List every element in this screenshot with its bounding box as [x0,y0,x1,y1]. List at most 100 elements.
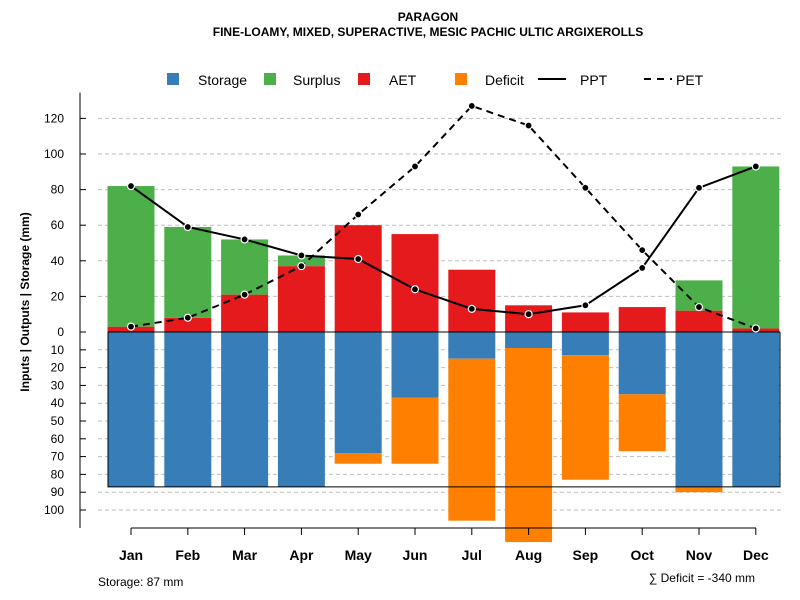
y-tick-label: 20 [51,361,65,375]
bars [107,166,781,543]
x-tick-label-aug: Aug [515,547,542,563]
y-tick-label: 30 [51,378,65,392]
storage-bar [675,332,723,487]
x-tick-label-jun: Jun [403,547,428,563]
storage-bar [391,332,439,398]
y-tick-label: 100 [44,503,64,517]
chart-subtitle: FINE-LOAMY, MIXED, SUPERACTIVE, MESIC PA… [213,25,643,39]
deficit-bar [334,453,382,464]
legend-label-aet: AET [389,72,417,88]
ppt-point [467,304,476,313]
x-tick-label-may: May [345,547,372,563]
legend-label-pet: PET [676,72,704,88]
legend-swatch-storage [167,73,179,85]
pet-point [467,101,476,111]
aet-bar [334,225,382,332]
x-tick-label-mar: Mar [232,547,257,563]
x-tick-label-jul: Jul [462,547,482,563]
y-tick-label: 50 [51,414,65,428]
y-tick-label: 80 [51,183,65,197]
pet-point [183,313,192,322]
aet-bar [618,307,666,332]
x-tick-label-oct: Oct [631,547,655,563]
pet-point [410,162,420,171]
storage-bar [277,332,325,487]
x-tick-label-jan: Jan [119,547,143,563]
y-tick-label: 40 [51,396,65,410]
deficit-bar [505,348,553,543]
pet-point [524,121,533,130]
pet-point [751,324,760,333]
aet-bar [675,310,723,332]
deficit-bar [391,397,439,464]
surplus-bar [107,186,155,327]
aet-bar [448,269,496,332]
footer-deficit: ∑ Deficit = -340 mm [649,571,755,585]
deficit-bar [618,394,666,452]
ppt-point [694,183,704,192]
storage-bar [334,332,382,454]
legend-label-ppt: PPT [580,72,608,88]
legend-swatch-deficit [455,73,467,85]
y-tick-label: 20 [51,289,65,303]
legend-label-surplus: Surplus [293,72,340,88]
chart-title: PARAGON [398,10,458,24]
legend-label-storage: Storage [198,72,247,88]
y-tick-label: 120 [44,111,64,125]
surplus-bar [732,166,780,329]
gridlines [98,117,782,511]
storage-bar [561,332,609,356]
pet-point [126,322,136,331]
aet-bar [221,294,269,332]
y-tick-label: 60 [51,218,65,232]
aet-bar [561,312,609,332]
pet-point [694,302,704,312]
storage-capacity-outline [107,332,781,488]
storage-bar [448,332,496,359]
ppt-point [581,301,590,310]
ppt-point [297,251,306,260]
x-tick-label-apr: Apr [289,547,314,563]
surplus-bar [164,226,212,318]
y-tick-label: 10 [51,343,65,357]
x-tick-label-nov: Nov [686,547,713,563]
storage-bar [107,332,155,487]
x-tick-label-sep: Sep [573,547,599,563]
pet-point [240,290,249,299]
y-tick-label: 100 [44,147,64,161]
surplus-bar [221,239,269,295]
ppt-point [524,310,533,319]
deficit-bar [675,486,723,493]
y-tick-label: 40 [51,254,65,268]
y-tick-label: 70 [51,450,65,464]
aet-bar [505,305,553,332]
y-tick-label: 0 [57,325,64,339]
legend-swatch-surplus [264,73,276,85]
storage-bar [732,332,780,487]
ppt-point [638,263,647,273]
ppt-point [410,285,420,294]
legend-label-deficit: Deficit [485,72,524,88]
legend: Storage Surplus AET Deficit PPT PET [167,72,704,88]
deficit-bar [448,358,496,521]
storage-bar [505,332,553,349]
aet-bar [277,266,325,332]
pet-point [581,183,590,192]
y-tick-label: 80 [51,467,65,481]
ppt-point [354,254,363,264]
aet-bar [164,317,212,332]
surplus-bar [277,255,325,267]
footer-storage: Storage: 87 mm [98,575,183,589]
y-tick-label: 60 [51,432,65,446]
pet-point [638,246,647,255]
ppt-line [130,165,757,316]
ppt-point [240,235,249,244]
x-tick-label-dec: Dec [743,547,769,563]
series-lines [126,101,760,333]
storage-bar [618,332,666,395]
ppt-point [183,222,192,232]
ppt-point [751,162,760,171]
y-axis-label: Inputs | Outputs | Storage (mm) [18,212,32,391]
pet-line [130,104,757,330]
